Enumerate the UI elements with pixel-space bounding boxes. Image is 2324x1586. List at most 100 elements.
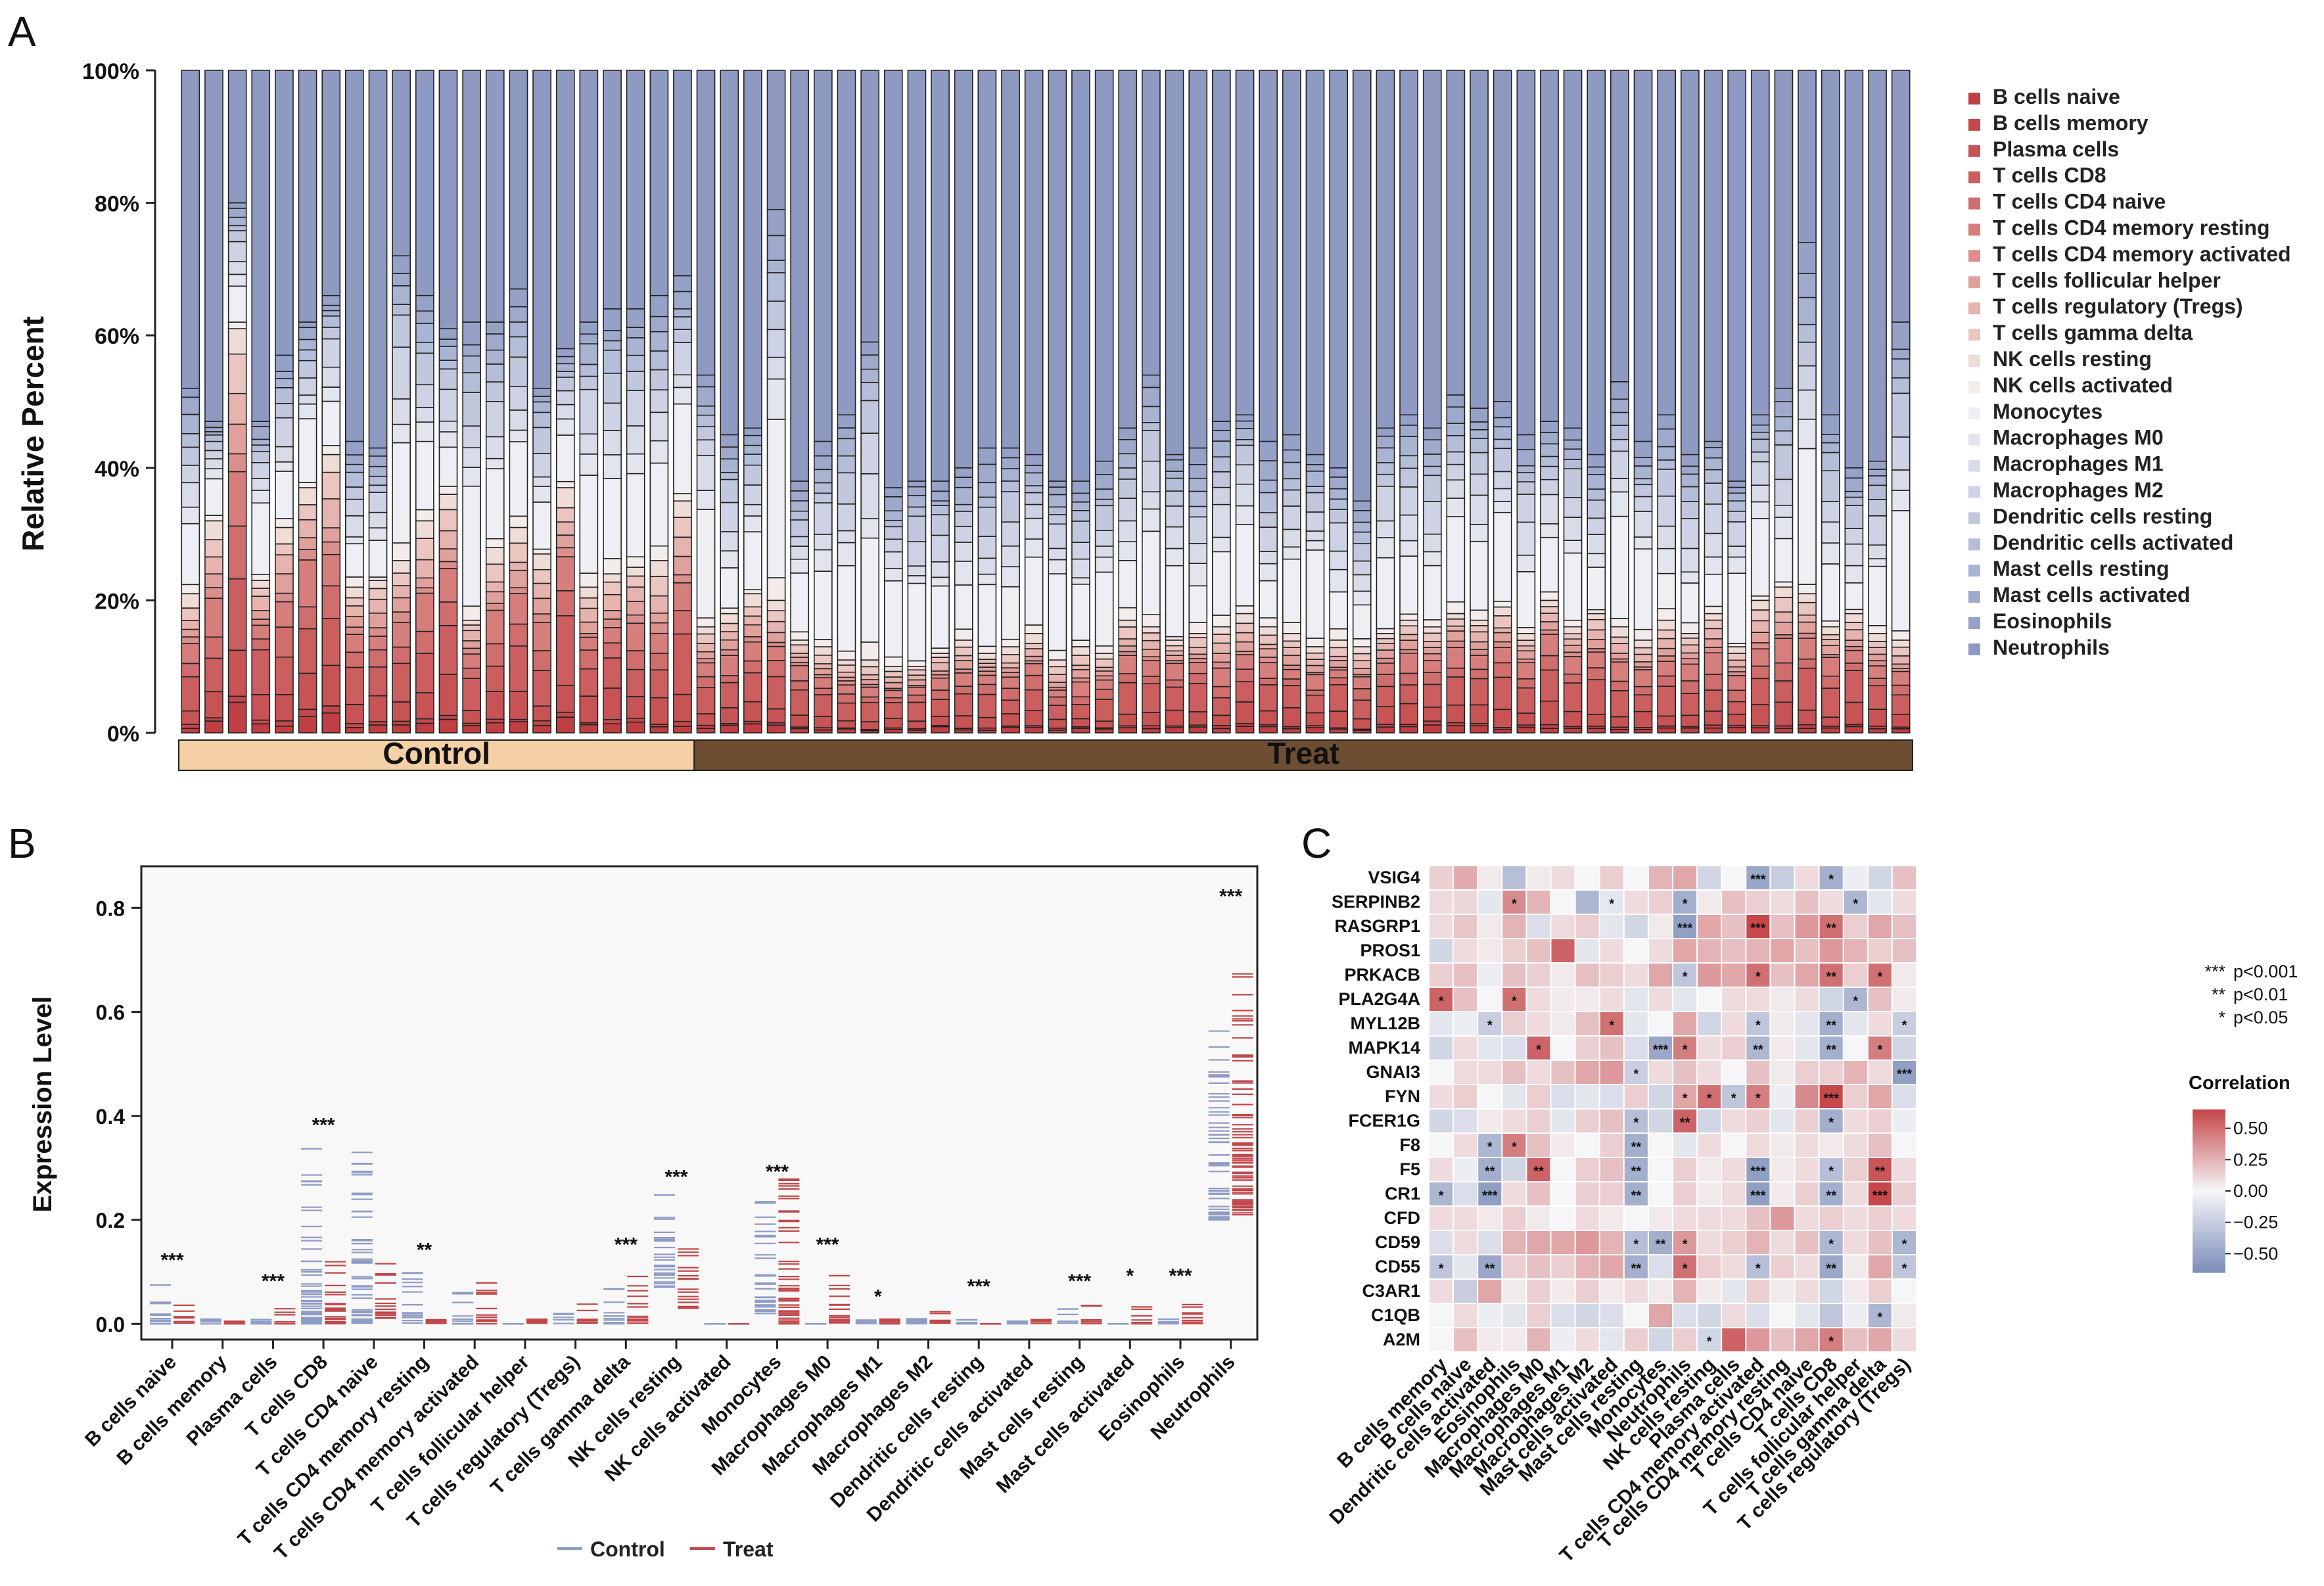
a-bar-segment xyxy=(1352,699,1372,720)
a-bar-segment xyxy=(1750,431,1770,440)
a-bar-segment xyxy=(368,484,388,493)
a-bar-segment xyxy=(555,418,575,436)
c-cell xyxy=(1575,891,1599,914)
a-bar-segment xyxy=(860,659,879,668)
a-bar-segment xyxy=(485,321,505,335)
a-bar-segment xyxy=(227,578,247,651)
a-bar-segment xyxy=(1422,653,1442,661)
a-bar-segment xyxy=(1891,663,1911,669)
a-bar-segment xyxy=(275,726,294,734)
a-bar-segment xyxy=(1798,621,1817,634)
c-cell xyxy=(1502,891,1526,914)
a-bar-segment xyxy=(1352,500,1372,511)
a-bar-segment xyxy=(1305,659,1325,666)
a-legend-label: T cells CD8 xyxy=(1993,164,2106,187)
a-bar-segment xyxy=(931,716,950,726)
a-bar-segment xyxy=(251,70,271,423)
a-bar-segment xyxy=(555,507,575,523)
c-cell xyxy=(1624,964,1648,987)
b-sig-label: *** xyxy=(1068,1271,1091,1292)
a-bar-segment xyxy=(743,723,762,734)
a-bar-segment xyxy=(743,427,762,436)
a-bar-segment xyxy=(1376,674,1395,688)
a-bar-segment xyxy=(368,598,388,614)
a-bar-segment xyxy=(1493,632,1512,643)
a-legend-swatch xyxy=(1968,591,1980,603)
a-bar-segment xyxy=(766,208,786,237)
a-group-treat-box xyxy=(693,739,1913,771)
a-bar-segment xyxy=(883,676,903,684)
a-bar-segment xyxy=(1704,674,1723,691)
c-colorbar-step xyxy=(2193,1134,2225,1137)
c-cell xyxy=(1527,1231,1550,1254)
c-cell xyxy=(1819,1158,1843,1181)
a-bar-segment xyxy=(251,502,271,576)
c-colorbar-tick-label: 0.25 xyxy=(2233,1150,2268,1169)
a-bar-segment xyxy=(1563,427,1583,441)
a-bar-segment xyxy=(1750,70,1770,416)
c-cell-star: * xyxy=(1609,1019,1614,1033)
c-cell xyxy=(1429,891,1453,914)
c-cell xyxy=(1698,1134,1721,1157)
a-bar-segment xyxy=(1727,492,1747,501)
a-bar-segment xyxy=(1540,728,1559,734)
a-bar-segment xyxy=(1188,447,1208,465)
a-bar-segment xyxy=(1516,626,1536,634)
a-bar-segment xyxy=(1681,714,1700,728)
a-bar-segment xyxy=(1633,484,1653,498)
a-bar-segment xyxy=(860,666,879,676)
a-bar-segment xyxy=(1305,454,1325,465)
b-ytick-label: 0.4 xyxy=(96,1105,126,1129)
a-bar-segment xyxy=(954,486,973,505)
a-bar-segment xyxy=(1118,645,1138,653)
a-bar-segment xyxy=(368,627,388,637)
a-bar-segment xyxy=(1798,389,1817,420)
c-cell xyxy=(1746,1085,1770,1108)
a-bar-segment xyxy=(720,724,739,734)
c-cell xyxy=(1527,1109,1550,1132)
a-bar-segment xyxy=(1118,713,1138,727)
a-bar-segment xyxy=(1750,501,1770,519)
c-cell xyxy=(1771,1207,1794,1230)
c-cell xyxy=(1648,1134,1672,1157)
c-cell xyxy=(1551,866,1575,889)
a-bar-segment xyxy=(1727,572,1747,644)
a-bar-segment xyxy=(1563,633,1583,640)
c-cell xyxy=(1600,915,1623,938)
a-bar-segment xyxy=(1821,716,1840,727)
c-cell xyxy=(1698,1109,1721,1132)
c-cell xyxy=(1527,1207,1550,1230)
c-cell xyxy=(1746,1134,1770,1157)
a-bar-segment xyxy=(392,572,411,586)
a-bar-segment xyxy=(977,684,997,695)
a-bar-segment xyxy=(462,392,481,427)
a-bar-segment xyxy=(321,310,341,317)
a-bar-segment xyxy=(1750,727,1770,734)
a-bar-segment xyxy=(1587,714,1606,727)
c-colorbar-step xyxy=(2193,1194,2225,1197)
a-bar-segment xyxy=(415,310,434,324)
a-bar-segment xyxy=(1540,669,1559,702)
a-bar-segment xyxy=(790,728,809,734)
a-bar-segment xyxy=(1657,638,1677,649)
c-cell xyxy=(1771,866,1794,889)
a-bar-segment xyxy=(883,670,903,678)
a-bar-segment xyxy=(1540,494,1559,525)
c-cell xyxy=(1795,1134,1819,1157)
c-cell xyxy=(1698,1255,1721,1278)
a-bar-segment xyxy=(555,711,575,718)
a-bar-segment xyxy=(1422,500,1442,535)
c-cell xyxy=(1844,1012,1867,1035)
c-cell xyxy=(1795,915,1819,938)
a-bar-segment xyxy=(298,504,317,521)
c-cell xyxy=(1502,1304,1526,1327)
c-cell xyxy=(1600,1255,1623,1278)
a-bar-segment xyxy=(1868,558,1887,567)
c-cell xyxy=(1844,1134,1867,1157)
c-cell xyxy=(1771,1255,1794,1278)
c-cell xyxy=(1795,866,1819,889)
c-cell-star: ** xyxy=(1485,1262,1495,1276)
a-bar-segment xyxy=(1422,684,1442,708)
a-bar-segment xyxy=(1235,622,1255,634)
a-bar-segment xyxy=(649,545,669,561)
